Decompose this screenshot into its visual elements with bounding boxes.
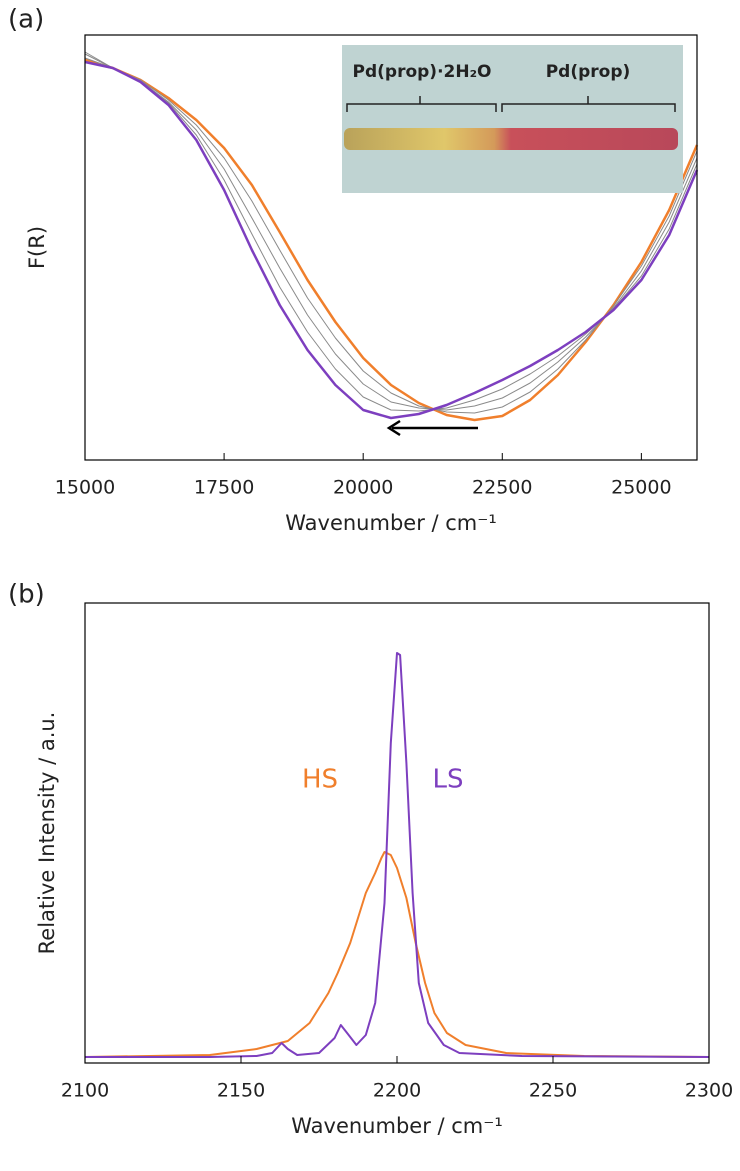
x-tick-label: 2150 <box>217 1080 265 1102</box>
y-axis-title: Relative Intensity / a.u. <box>35 712 59 955</box>
series-label: HS <box>302 765 338 795</box>
bracket <box>501 96 676 112</box>
panel: (b) HS LS 2100 2150 2200 2250 2300 Wavenumber / … <box>8 580 733 1139</box>
shift-arrow <box>386 419 478 437</box>
x-tick-label: 17500 <box>194 477 254 499</box>
spectrum-line <box>84 851 710 1058</box>
x-tick-label: 2100 <box>61 1080 109 1102</box>
spectrum-line <box>84 58 699 422</box>
x-tick-label: 2250 <box>529 1080 577 1102</box>
plot-frame <box>84 602 710 1064</box>
arrow-head <box>386 419 401 437</box>
x-axis-title: Wavenumber / cm⁻¹ <box>285 511 497 535</box>
inset-label: Pd(prop) <box>546 62 631 82</box>
inset-label: Pd(prop)·2H₂O <box>353 62 492 82</box>
bracket <box>346 96 497 112</box>
spectrum-line <box>84 53 698 411</box>
inset-background <box>342 45 683 193</box>
sample-tube <box>344 128 678 150</box>
spectrum-line <box>84 51 698 414</box>
x-tick-label: 15000 <box>55 477 115 499</box>
panel-label: (b) <box>8 580 45 610</box>
panel: (a) 15000 17500 20000 22500 25000 Wavenumber /… <box>8 5 699 535</box>
x-tick-label: 2300 <box>685 1080 733 1102</box>
x-tick-label: 2200 <box>373 1080 421 1102</box>
x-tick-label: 22500 <box>472 477 532 499</box>
inset-photo: Pd(prop)·2H₂O Pd(prop) <box>342 45 683 193</box>
series-label: LS <box>433 765 464 795</box>
x-axis-title: Wavenumber / cm⁻¹ <box>291 1114 503 1138</box>
spectrum-line <box>85 652 710 1058</box>
spectrum-line <box>84 60 699 420</box>
panel-label: (a) <box>8 5 44 35</box>
plot-frame <box>84 34 698 461</box>
y-axis-title: F(R) <box>25 226 49 269</box>
x-tick-label: 25000 <box>611 477 671 499</box>
x-tick-label: 20000 <box>333 477 393 499</box>
